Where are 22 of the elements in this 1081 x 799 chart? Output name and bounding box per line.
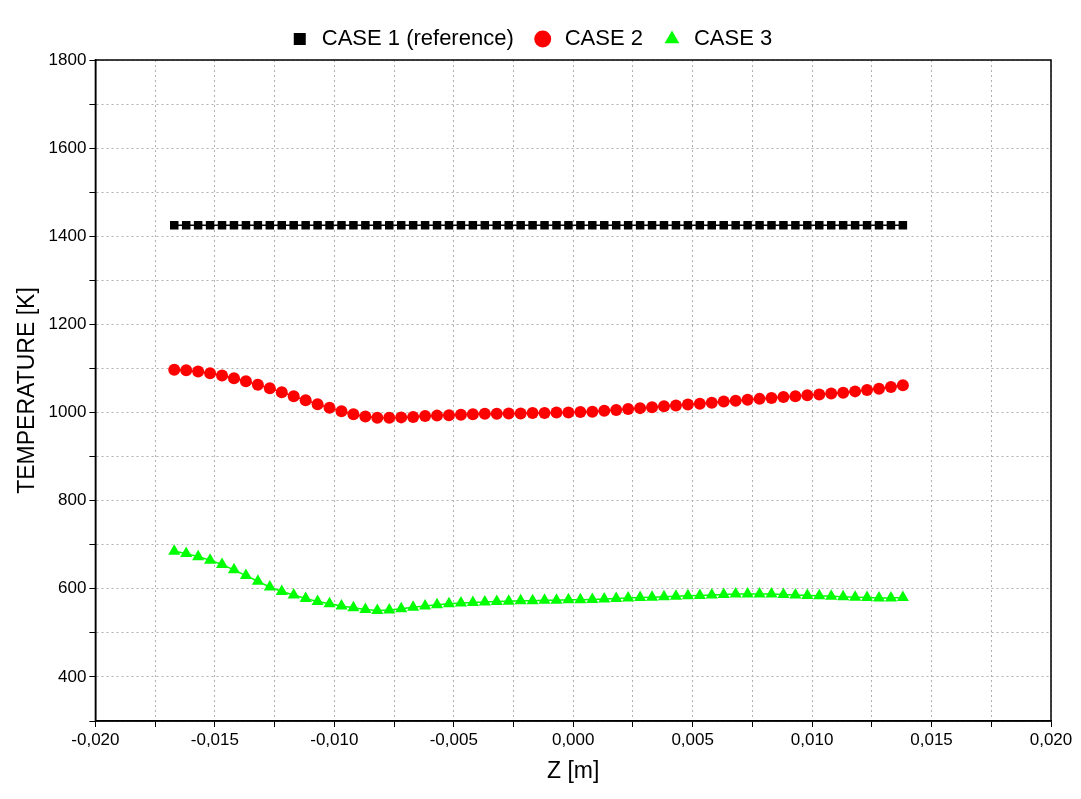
legend-label: CASE 3 [693,25,773,51]
x-tick-label: 0,020 [1029,729,1073,749]
x-tick-label: -0,005 [429,729,478,749]
x-axis-title: Z [m] [547,756,600,783]
legend-label: CASE 2 [564,25,643,51]
x-tick-label: 0,000 [551,729,595,749]
y-tick-label: 800 [58,490,87,510]
y-tick-label: 1200 [48,314,87,334]
x-tick-label: -0,010 [310,729,359,749]
y-tick-label: 1800 [48,49,87,69]
y-tick-label: 1000 [48,402,87,422]
x-tick-label: 0,005 [671,729,714,749]
y-tick-label: 400 [58,666,87,686]
x-tick-label: 0,010 [790,729,834,749]
y-tick-label: 1400 [48,225,87,245]
x-tick-label: 0,015 [910,729,953,749]
y-tick-label: 1600 [48,137,87,157]
y-tick-label: 600 [58,578,87,598]
x-tick-label: -0,020 [71,729,120,749]
legend-label: CASE 1 (reference) [321,25,514,51]
x-tick-label: -0,015 [190,729,239,749]
y-axis-title: TEMPERATURE [K] [13,287,40,494]
